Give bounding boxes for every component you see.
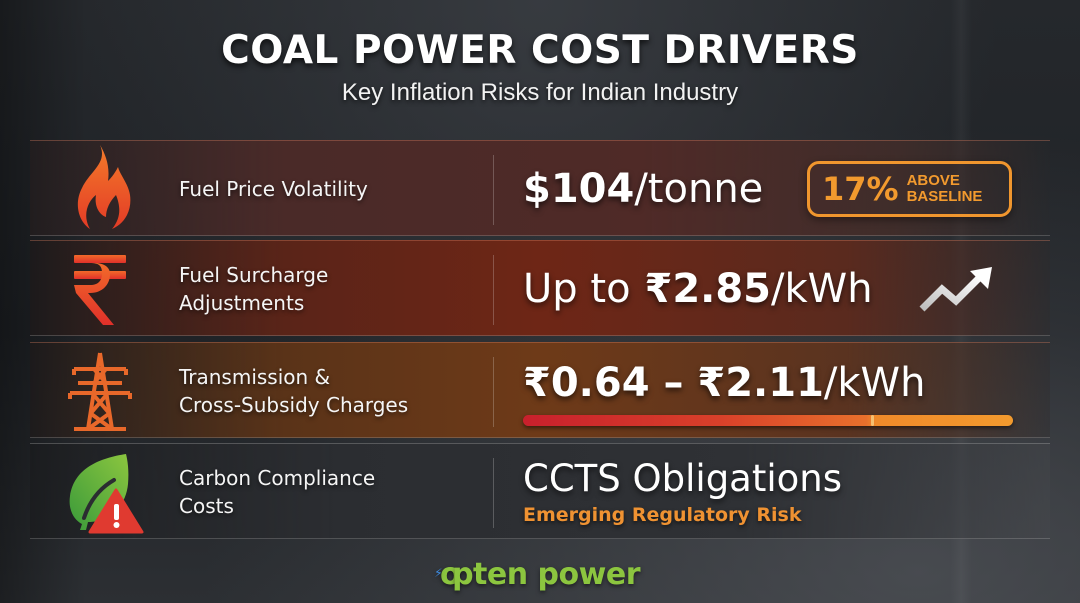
- row-label: Fuel Price Volatility: [179, 177, 368, 201]
- charge-range-bar: [523, 415, 1013, 426]
- page-title: COAL POWER COST DRIVERS: [221, 28, 859, 73]
- row-carbon-compliance: Carbon Compliance Costs CCTS Obligations …: [30, 443, 1050, 539]
- rupee-icon: [60, 249, 140, 329]
- badge-percent: 17%: [822, 170, 899, 208]
- ccts-obligations-value: CCTS Obligations: [523, 456, 842, 500]
- lightning-bolt-icon: ⚡: [434, 565, 443, 580]
- header: COAL POWER COST DRIVERS Key Inflation Ri…: [0, 28, 1080, 107]
- page-subtitle: Key Inflation Risks for Indian Industry: [341, 79, 739, 106]
- row-label: Carbon Compliance Costs: [179, 466, 376, 518]
- badge-text: ABOVE BASELINE: [906, 172, 983, 205]
- divider: [493, 357, 494, 427]
- divider: [493, 255, 494, 325]
- row-fuel-surcharge: Fuel Surcharge Adjustments Up to ₹2.85/kW…: [30, 240, 1050, 336]
- trend-up-arrow-icon: [918, 265, 998, 315]
- row-transmission-charges: Transmission & Cross-Subsidy Charges ₹0.6…: [30, 342, 1050, 438]
- leaf-warning-icon: [60, 452, 144, 534]
- fuel-surcharge-value: Up to ₹2.85/kWh: [523, 266, 873, 312]
- row-label: Fuel Surcharge Adjustments: [179, 263, 329, 315]
- regulatory-risk-subtitle: Emerging Regulatory Risk: [523, 504, 802, 526]
- divider: [493, 155, 494, 225]
- flame-icon: [60, 145, 140, 229]
- transmission-tower-icon: [60, 351, 140, 431]
- fuel-price-value: $104/tonne: [523, 166, 764, 212]
- row-fuel-price-volatility: Fuel Price Volatility $104/tonne 17% ABO…: [30, 140, 1050, 236]
- above-baseline-badge: 17% ABOVE BASELINE: [807, 161, 1012, 217]
- opten-power-logo: o⚡ pten power: [434, 557, 640, 592]
- transmission-charges-value: ₹0.64 – ₹2.11/kWh: [523, 360, 926, 406]
- row-label: Transmission & Cross-Subsidy Charges: [179, 365, 409, 417]
- divider: [493, 458, 494, 528]
- range-marker: [871, 415, 874, 426]
